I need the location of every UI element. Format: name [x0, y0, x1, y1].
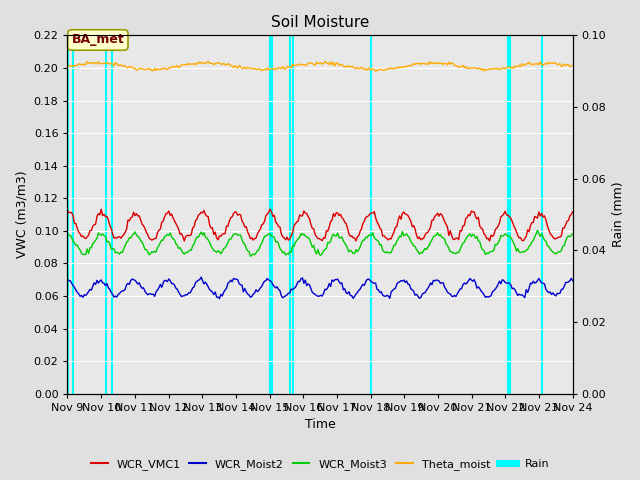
X-axis label: Time: Time [305, 419, 335, 432]
Title: Soil Moisture: Soil Moisture [271, 15, 369, 30]
Y-axis label: VWC (m3/m3): VWC (m3/m3) [15, 171, 28, 258]
Y-axis label: Rain (mm): Rain (mm) [612, 182, 625, 247]
Legend: WCR_VMC1, WCR_Moist2, WCR_Moist3, Theta_moist, Rain: WCR_VMC1, WCR_Moist2, WCR_Moist3, Theta_… [86, 455, 554, 474]
Text: BA_met: BA_met [72, 34, 124, 47]
